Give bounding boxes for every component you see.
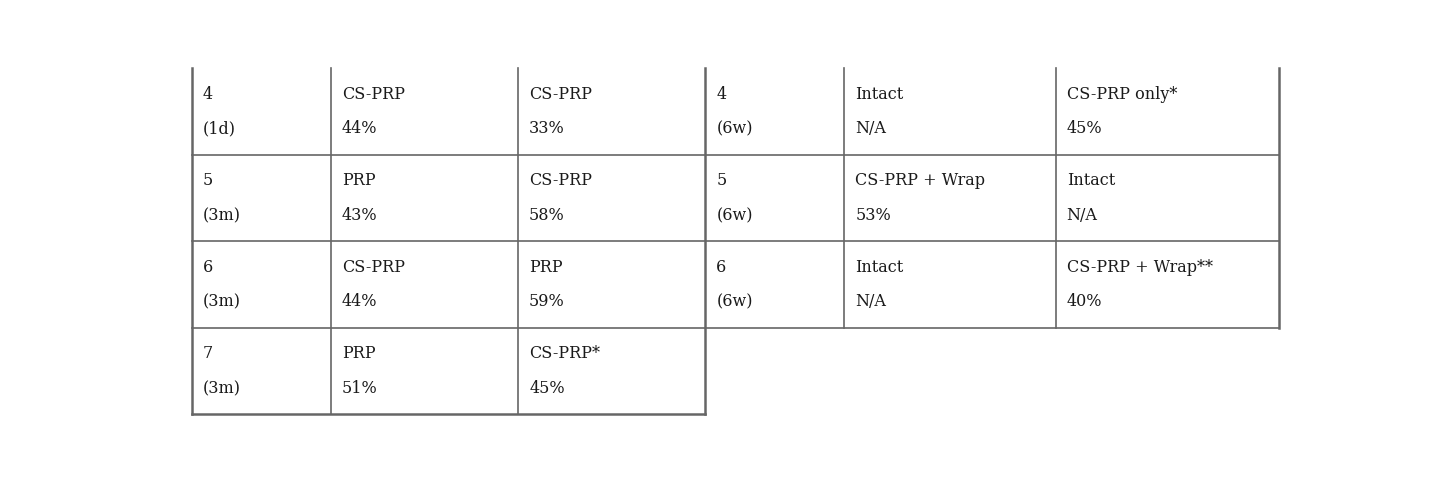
- Text: PRP: PRP: [342, 173, 376, 189]
- Text: 44%: 44%: [342, 120, 378, 138]
- Text: CS-PRP: CS-PRP: [529, 86, 592, 103]
- Text: Intact: Intact: [855, 259, 904, 276]
- Text: 7: 7: [203, 345, 213, 362]
- Text: CS-PRP: CS-PRP: [342, 86, 405, 103]
- Text: 44%: 44%: [342, 293, 378, 310]
- Text: PRP: PRP: [529, 259, 562, 276]
- Text: (1d): (1d): [203, 120, 236, 138]
- Text: N/A: N/A: [855, 293, 887, 310]
- Text: (3m): (3m): [203, 293, 240, 310]
- Text: 6: 6: [203, 259, 213, 276]
- Text: 51%: 51%: [342, 380, 378, 397]
- Text: 58%: 58%: [529, 207, 565, 224]
- Text: Intact: Intact: [1067, 173, 1115, 189]
- Text: (3m): (3m): [203, 207, 240, 224]
- Text: 43%: 43%: [342, 207, 378, 224]
- Text: CS-PRP + Wrap**: CS-PRP + Wrap**: [1067, 259, 1213, 276]
- Text: CS-PRP: CS-PRP: [529, 173, 592, 189]
- Text: (6w): (6w): [716, 207, 752, 224]
- Text: CS-PRP*: CS-PRP*: [529, 345, 601, 362]
- Text: N/A: N/A: [1067, 207, 1097, 224]
- Text: 4: 4: [716, 86, 726, 103]
- Text: (6w): (6w): [716, 293, 752, 310]
- Text: (3m): (3m): [203, 380, 240, 397]
- Text: 6: 6: [716, 259, 726, 276]
- Text: 53%: 53%: [855, 207, 891, 224]
- Text: (6w): (6w): [716, 120, 752, 138]
- Text: 59%: 59%: [529, 293, 565, 310]
- Text: 33%: 33%: [529, 120, 565, 138]
- Text: 40%: 40%: [1067, 293, 1103, 310]
- Text: Intact: Intact: [855, 86, 904, 103]
- Text: CS-PRP + Wrap: CS-PRP + Wrap: [855, 173, 985, 189]
- Text: 4: 4: [203, 86, 213, 103]
- Text: 45%: 45%: [1067, 120, 1103, 138]
- Text: N/A: N/A: [855, 120, 887, 138]
- Text: 5: 5: [203, 173, 213, 189]
- Text: CS-PRP only*: CS-PRP only*: [1067, 86, 1177, 103]
- Text: 45%: 45%: [529, 380, 565, 397]
- Text: CS-PRP: CS-PRP: [342, 259, 405, 276]
- Text: 5: 5: [716, 173, 726, 189]
- Text: PRP: PRP: [342, 345, 376, 362]
